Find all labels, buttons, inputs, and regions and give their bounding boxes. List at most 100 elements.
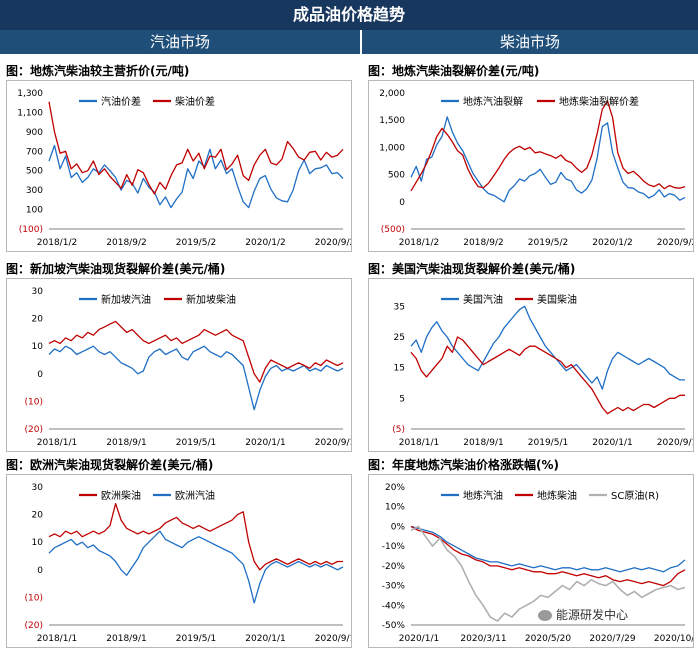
y-tick-label: 20 bbox=[32, 511, 44, 521]
chart-2: 2,000 1,500 1,000 500 0 (500) 2018/1/2 2018/9/2… bbox=[379, 89, 697, 248]
x-tick-label: 2020/1/2 bbox=[245, 238, 285, 248]
chart-title-1: 图：地炼汽柴油较主营折价(元/吨) bbox=[6, 64, 190, 78]
wechat-icon bbox=[538, 610, 552, 621]
legend-label: 地炼柴油 bbox=[537, 489, 577, 502]
chart-panel-6: 图：年度地炼汽柴油价格涨跌幅(%) 20% 10% 0% -10% -20% -30% -4… bbox=[368, 456, 698, 648]
x-tick-label: 2020/9/1 bbox=[315, 438, 351, 448]
series-line bbox=[410, 336, 685, 415]
chart-frame-6: 20% 10% 0% -10% -20% -30% -40% -50% 2020/1/1 2020… bbox=[368, 474, 698, 648]
y-tick-label: (20) bbox=[25, 425, 43, 435]
y-tick-label: 15 bbox=[394, 364, 405, 374]
header-divider bbox=[360, 30, 362, 54]
x-tick-label: 2020/10/7 bbox=[654, 634, 693, 644]
y-tick-label: (10) bbox=[25, 397, 43, 407]
legend-label: 地炼汽油裂解 bbox=[463, 95, 523, 108]
x-tick-label: 2018/9/1 bbox=[463, 438, 503, 448]
legend-label: 欧洲柴油 bbox=[101, 489, 141, 502]
x-tick-label: 2020/1/1 bbox=[592, 438, 632, 448]
x-tick-label: 2018/1/1 bbox=[399, 438, 439, 448]
legend-label: SC原油(R) bbox=[611, 489, 659, 502]
y-tick-label: 30 bbox=[32, 287, 44, 297]
chart-title-3: 图：新加坡汽柴油现货裂解价差(美元/桶) bbox=[6, 262, 226, 276]
y-tick-label: -30% bbox=[382, 582, 406, 592]
x-tick-label: 2018/9/1 bbox=[106, 438, 146, 448]
x-tick-label: 2019/5/1 bbox=[176, 438, 216, 448]
x-tick-label: 2020/5/20 bbox=[525, 634, 571, 644]
page-title: 成品油价格趋势 bbox=[292, 5, 405, 24]
x-tick-label: 2018/9/2 bbox=[463, 238, 503, 248]
series-line bbox=[48, 345, 344, 411]
x-tick-label: 2020/9/2 bbox=[315, 238, 351, 248]
y-tick-label: 0 bbox=[399, 198, 405, 208]
y-tick-label: -40% bbox=[382, 601, 406, 611]
x-tick-label: 2020/1/2 bbox=[592, 238, 632, 248]
watermark-brand: 能源研发中心 bbox=[538, 606, 628, 623]
y-tick-label: (500) bbox=[381, 225, 405, 235]
x-tick-label: 2020/1/1 bbox=[245, 438, 285, 448]
chart-5: 30 20 10 0 (10) (20) 2018/1/1 2018/9/1 2019/5/1 2… bbox=[25, 483, 356, 644]
series-line bbox=[410, 116, 686, 203]
y-tick-label: (20) bbox=[25, 621, 43, 631]
page-banner: 成品油价格趋势 bbox=[0, 0, 698, 30]
chart-3: 30 20 10 0 (10) (20) 2018/1/1 2018/9/1 2019/5/1 2… bbox=[25, 287, 356, 448]
series-line bbox=[48, 144, 344, 209]
legend-label: 欧洲汽油 bbox=[175, 489, 215, 502]
y-tick-label: (100) bbox=[19, 225, 43, 235]
y-tick-label: (5) bbox=[392, 425, 405, 435]
y-tick-label: 25 bbox=[394, 333, 405, 343]
diesel-market-header: 柴油市场 bbox=[362, 30, 698, 54]
y-tick-label: 10 bbox=[32, 538, 44, 548]
y-tick-label: 10% bbox=[385, 503, 405, 513]
chart-4: 35 25 15 5 (5) 2018/1/1 2018/9/1 2019/5/1 2020/1… bbox=[392, 293, 697, 448]
chart-frame-4: 35 25 15 5 (5) 2018/1/1 2018/9/1 2019/5/1 2020/1… bbox=[368, 278, 697, 452]
series-line bbox=[48, 101, 344, 195]
x-tick-label: 2020/1/1 bbox=[245, 634, 285, 644]
x-tick-label: 2018/9/1 bbox=[106, 634, 146, 644]
chart-frame-5: 30 20 10 0 (10) (20) 2018/1/1 2018/9/1 2019/5/1 2… bbox=[6, 474, 356, 648]
chart-title-6: 图：年度地炼汽柴油价格涨跌幅(%) bbox=[368, 458, 559, 472]
y-tick-label: 500 bbox=[26, 167, 43, 177]
x-tick-label: 2020/9/1 bbox=[315, 634, 351, 644]
y-tick-label: 2,000 bbox=[379, 89, 405, 99]
x-tick-label: 2019/5/2 bbox=[176, 238, 216, 248]
series-line bbox=[410, 100, 686, 192]
y-tick-label: 0 bbox=[37, 566, 43, 576]
x-tick-label: 2018/1/1 bbox=[37, 634, 77, 644]
x-tick-label: 2019/5/2 bbox=[528, 238, 568, 248]
y-tick-label: 5 bbox=[399, 394, 405, 404]
chart-6: 20% 10% 0% -10% -20% -30% -40% -50% 2020/1/1 2020… bbox=[382, 483, 698, 644]
y-tick-label: 20% bbox=[385, 483, 405, 493]
legend-label: 柴油价差 bbox=[175, 95, 215, 108]
watermark-brand-text: 能源研发中心 bbox=[556, 608, 629, 622]
x-tick-label: 2019/5/1 bbox=[528, 438, 568, 448]
x-tick-label: 2020/3/11 bbox=[460, 634, 506, 644]
legend-label: 美国汽油 bbox=[463, 293, 503, 306]
y-tick-label: -10% bbox=[382, 542, 406, 552]
x-tick-label: 2018/1/2 bbox=[37, 238, 77, 248]
x-tick-label: 2020/7/29 bbox=[589, 634, 635, 644]
chart-frame-3: 30 20 10 0 (10) (20) 2018/1/1 2018/9/1 2019/5/1 2… bbox=[6, 278, 356, 452]
series-line bbox=[48, 320, 344, 383]
legend-label: 地炼汽油 bbox=[463, 489, 503, 502]
x-tick-label: 2018/1/1 bbox=[37, 438, 77, 448]
x-tick-label: 2020/9/1 bbox=[657, 438, 693, 448]
y-tick-label: 0 bbox=[37, 370, 43, 380]
y-tick-label: (10) bbox=[25, 593, 43, 603]
legend-label: 美国柴油 bbox=[537, 293, 577, 306]
y-tick-label: 20 bbox=[32, 315, 44, 325]
chart-frame-1: 1,300 1,100 900 700 500 300 100 (100) 2018/1/2 20… bbox=[6, 80, 355, 252]
chart-title-5: 图：欧洲汽柴油现货裂解价差(美元/桶) bbox=[6, 458, 214, 472]
x-tick-label: 2019/5/1 bbox=[176, 634, 216, 644]
series-line bbox=[410, 525, 686, 622]
y-tick-label: 700 bbox=[26, 147, 43, 157]
x-tick-label: 2020/9/2 bbox=[657, 238, 693, 248]
x-tick-label: 2018/1/2 bbox=[399, 238, 439, 248]
x-tick-label: 2018/9/2 bbox=[106, 238, 146, 248]
series-line bbox=[48, 530, 344, 604]
series-line bbox=[410, 525, 686, 573]
chart-panel-1: 图：地炼汽柴油较主营折价(元/吨) 1,300 1,100 900 700 500 300… bbox=[6, 62, 355, 252]
y-tick-label: 35 bbox=[394, 302, 405, 312]
legend-label: 新加坡汽油 bbox=[101, 293, 151, 306]
chart-1: 1,300 1,100 900 700 500 300 100 (100) 2018/1/2 20… bbox=[17, 89, 355, 248]
gasoline-market-header: 汽油市场 bbox=[0, 30, 360, 54]
